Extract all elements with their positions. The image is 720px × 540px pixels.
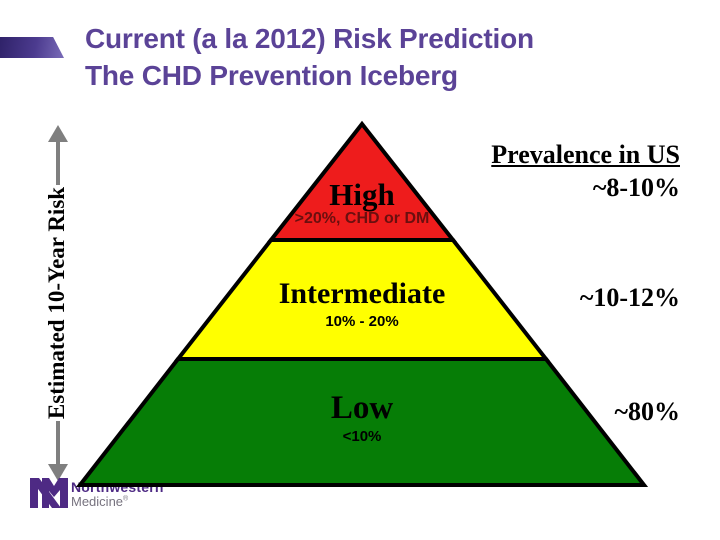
prevalence-header: Prevalence in US	[491, 140, 680, 169]
tier-criteria-low: <10%	[342, 428, 382, 445]
arrow-down-icon	[48, 464, 68, 481]
title-line-1: Current (a la 2012) Risk Prediction	[85, 23, 534, 54]
northwestern-monogram-icon	[30, 478, 68, 508]
title-line-2: The CHD Prevention Iceberg	[85, 60, 458, 91]
prevalence-intermediate: ~10-12%	[579, 283, 680, 312]
pyramid-tier-low	[75, 357, 649, 487]
logo-division: Medicine®	[71, 494, 128, 509]
tier-criteria-intermediate: 10% - 20%	[325, 313, 399, 330]
slide-title: Current (a la 2012) Risk Prediction The …	[85, 20, 705, 94]
arrow-up-icon	[48, 125, 68, 142]
logo-division-text: Medicine	[71, 494, 124, 509]
registered-mark: ®	[123, 495, 129, 503]
tier-criteria-high: >20%, CHD or DM	[294, 210, 430, 227]
title-accent-shape	[0, 37, 64, 58]
tier-label-intermediate: Intermediate	[278, 277, 446, 310]
tier-label-high: High	[329, 177, 395, 212]
tier-label-low: Low	[330, 390, 394, 426]
prevalence-low: ~80%	[614, 397, 680, 426]
prevalence-high: ~8-10%	[592, 173, 680, 202]
